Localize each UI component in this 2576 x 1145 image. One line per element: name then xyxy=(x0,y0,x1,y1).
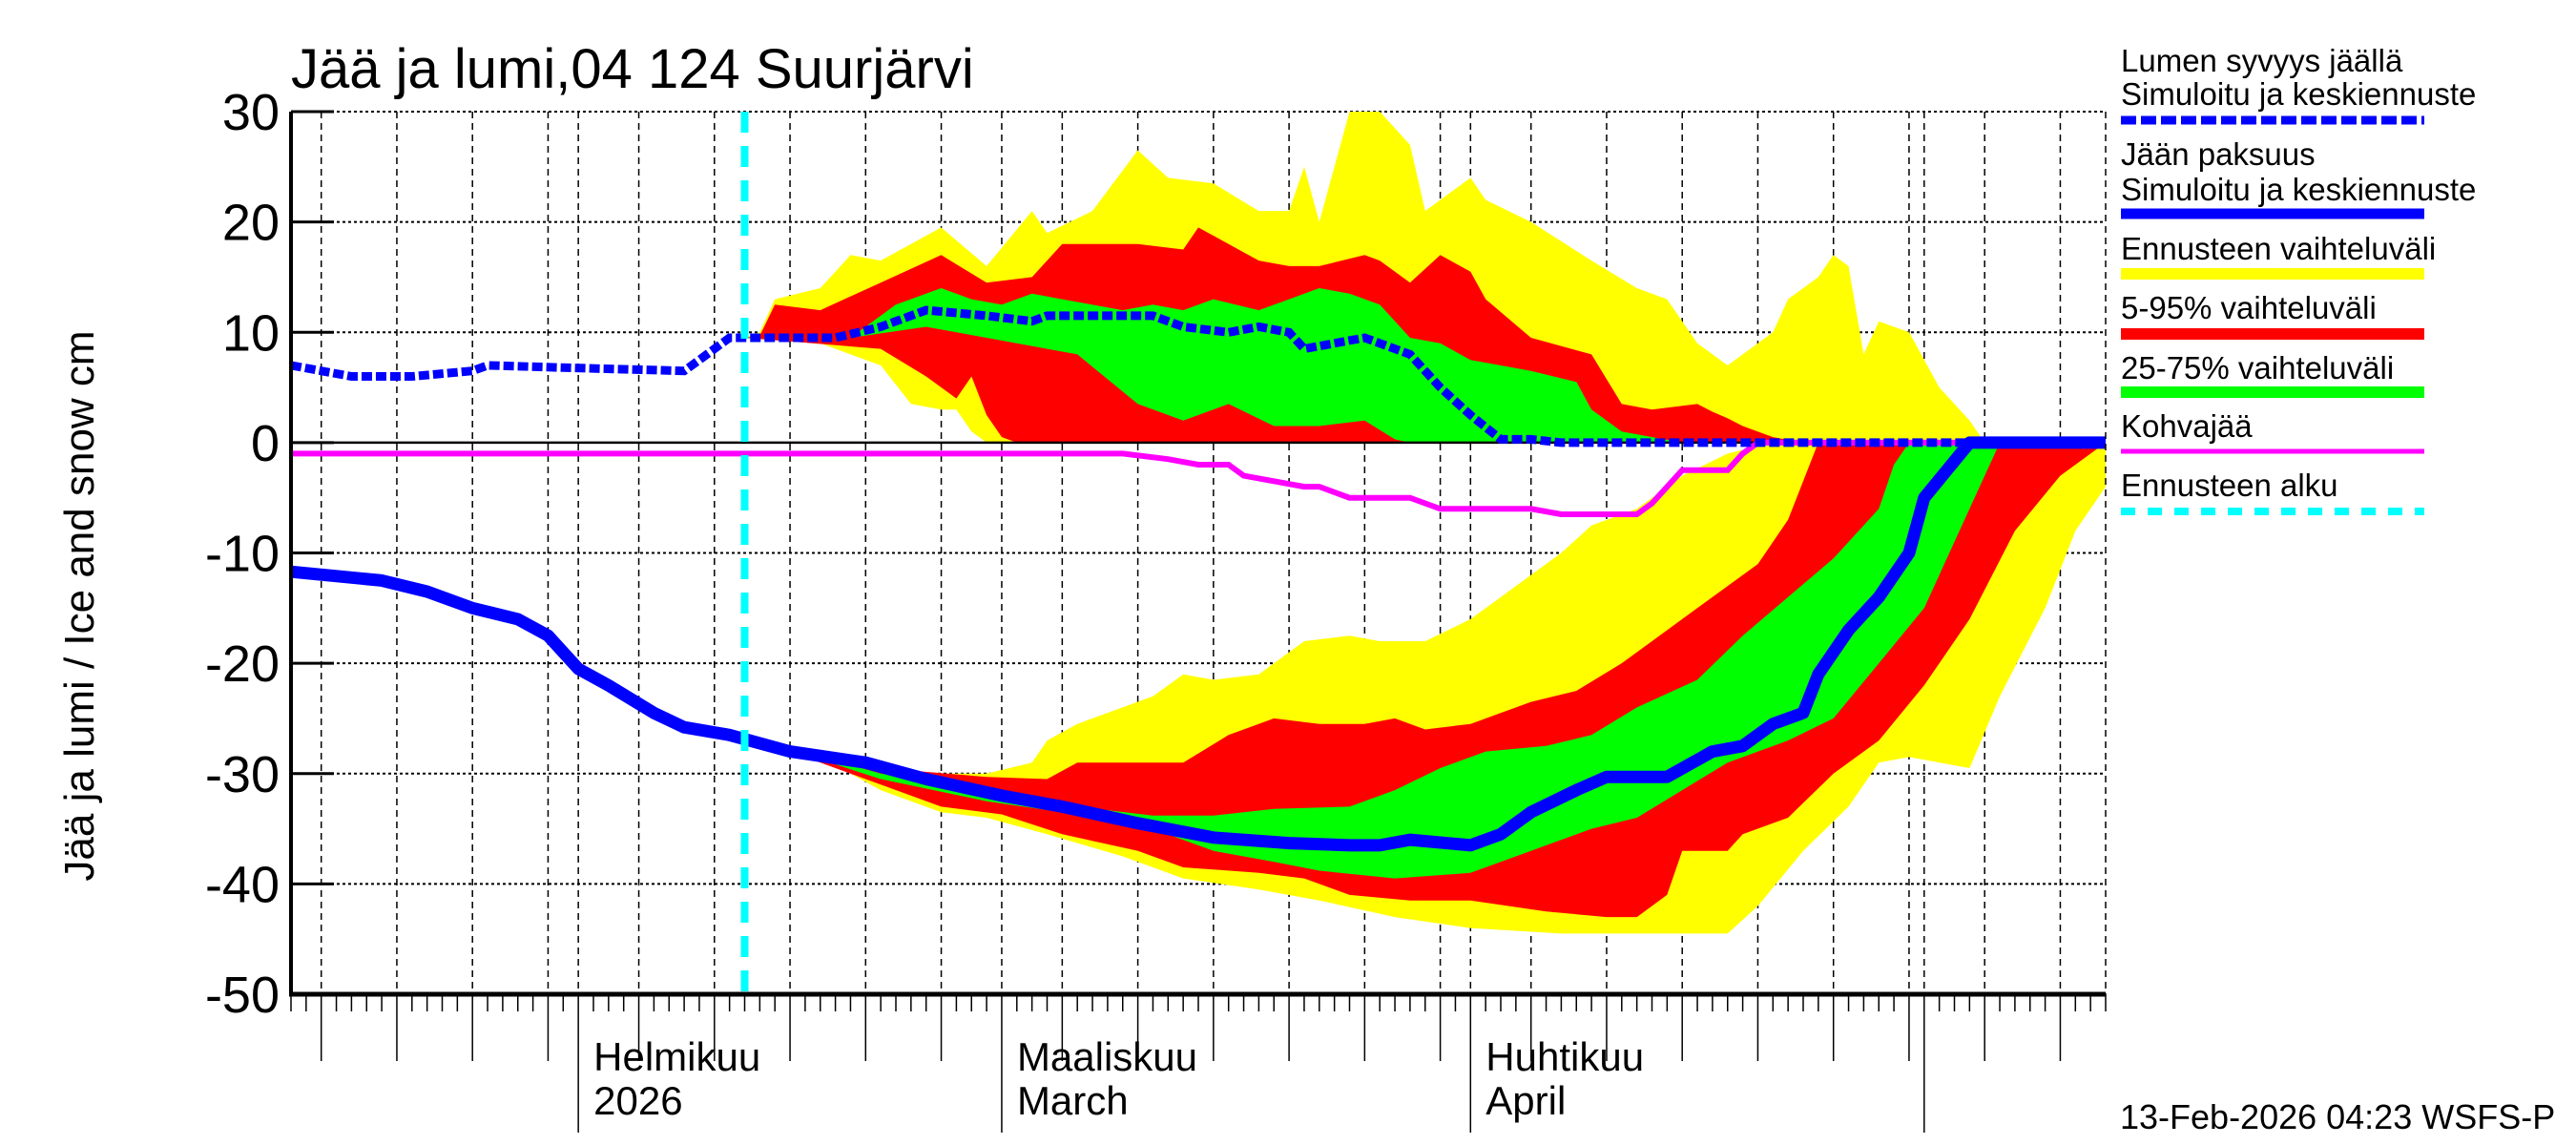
legend-label: Jään paksuus xyxy=(2121,136,2316,172)
y-tick-label: 30 xyxy=(222,84,280,141)
y-tick-label: -40 xyxy=(205,856,280,913)
y-tick-label: 20 xyxy=(222,195,280,252)
month-label: Maaliskuu xyxy=(1017,1034,1197,1079)
y-tick-label: 10 xyxy=(222,304,280,362)
y-axis-label: Jää ja lumi / Ice and snow cm xyxy=(56,330,103,881)
legend-label: Ennusteen vaihteluväli xyxy=(2121,231,2436,266)
legend-label: Lumen syvyys jäällä xyxy=(2121,43,2403,78)
snow-25-75-band xyxy=(744,288,1683,443)
legend-sublabel: Simuloitu ja keskiennuste xyxy=(2121,172,2476,207)
legend-label: Ennusteen alku xyxy=(2121,468,2338,503)
month-sublabel: April xyxy=(1485,1078,1566,1123)
y-tick-label: 0 xyxy=(251,415,280,472)
month-sublabel: March xyxy=(1017,1078,1129,1123)
chart-title: Jää ja lumi,04 124 Suurjärvi xyxy=(291,38,974,100)
ice-thickness-line xyxy=(290,436,2106,852)
ice-5-95-band xyxy=(744,442,2106,918)
month-sublabel: 2026 xyxy=(593,1078,682,1123)
snow-depth-line xyxy=(290,305,2106,448)
slush-ice-line xyxy=(291,439,2106,517)
y-tick-label: -10 xyxy=(205,526,280,583)
month-label: Helmikuu xyxy=(593,1034,760,1079)
y-tick-label: -30 xyxy=(205,746,280,803)
y-tick-label: -50 xyxy=(205,967,280,1024)
timestamp-footer: 13-Feb-2026 04:23 WSFS-P xyxy=(2120,1097,2555,1136)
legend-sublabel: Simuloitu ja keskiennuste xyxy=(2121,76,2476,112)
legend-label: 25-75% vaihteluväli xyxy=(2121,350,2394,385)
legend-label: 5-95% vaihteluväli xyxy=(2121,290,2377,325)
legend-label: Kohvajää xyxy=(2121,408,2253,444)
month-label: Huhtikuu xyxy=(1485,1034,1644,1079)
y-tick-label: -20 xyxy=(205,635,280,693)
